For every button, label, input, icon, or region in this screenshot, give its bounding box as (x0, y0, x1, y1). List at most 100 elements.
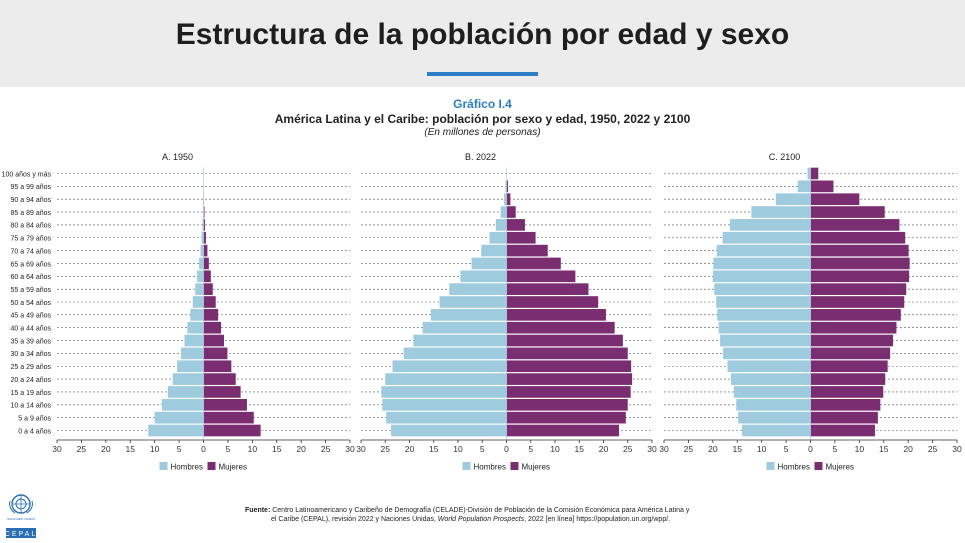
legend-label-mujeres: Mujeres (522, 463, 550, 472)
category-label: 95 a 99 años (11, 184, 52, 191)
x-tick-label: 20 (101, 444, 111, 454)
bar-mujeres (204, 258, 209, 270)
bar-hombres (382, 399, 506, 411)
x-tick-label: 5 (177, 444, 182, 454)
bar-hombres (449, 283, 506, 295)
source-text-1: Centro Latinoamericano y Caribeño de Dem… (272, 507, 689, 514)
category-label: 70 a 74 años (11, 248, 52, 255)
bar-hombres (155, 412, 204, 424)
x-tick-label: 30 (356, 444, 366, 454)
bar-hombres (717, 245, 811, 257)
bar-hombres (501, 206, 507, 218)
bar-hombres (413, 335, 506, 347)
x-tick-label: 30 (952, 444, 962, 454)
source-note: Fuente: Centro Latinoamericano y Caribeñ… (245, 506, 805, 524)
bar-mujeres (811, 193, 860, 205)
bar-hombres (730, 219, 811, 231)
x-tick-label: 10 (550, 444, 560, 454)
bar-mujeres (507, 245, 548, 257)
x-tick-label: 5 (528, 444, 533, 454)
bar-mujeres (811, 270, 910, 282)
bar-hombres (481, 245, 506, 257)
bar-mujeres (507, 360, 632, 372)
category-label: 50 a 54 años (11, 300, 52, 307)
bar-mujeres (507, 412, 626, 424)
bar-hombres (716, 296, 810, 308)
bar-hombres (404, 348, 507, 360)
legend-swatch-hombres (160, 462, 168, 470)
bar-hombres (184, 335, 203, 347)
bar-hombres (720, 335, 810, 347)
x-tick-label: 20 (599, 444, 609, 454)
category-label: 60 a 64 años (11, 274, 52, 281)
x-tick-label: 25 (321, 444, 331, 454)
bar-hombres (162, 399, 204, 411)
legend-label-hombres: Hombres (474, 463, 506, 472)
un-cepal-logo: NACIONES UNIDAS CEPAL (4, 492, 38, 538)
bar-mujeres (811, 206, 885, 218)
x-tick-label: 30 (647, 444, 657, 454)
bar-mujeres (811, 232, 906, 244)
bar-mujeres (204, 399, 247, 411)
bar-mujeres (811, 412, 878, 424)
bar-mujeres (507, 270, 576, 282)
bar-hombres (201, 245, 204, 257)
figure-label: Gráfico I.4 (0, 97, 965, 111)
category-label: 80 a 84 años (11, 223, 52, 230)
bar-hombres (719, 322, 811, 334)
bar-mujeres (204, 373, 236, 385)
bar-mujeres (507, 399, 628, 411)
bar-mujeres (507, 296, 599, 308)
bar-mujeres (811, 245, 909, 257)
category-label: 85 a 89 años (11, 210, 52, 217)
x-tick-label: 10 (855, 444, 865, 454)
category-label: 75 a 79 años (11, 236, 52, 243)
bar-mujeres (507, 309, 606, 321)
bar-mujeres (811, 283, 907, 295)
bar-mujeres (204, 386, 241, 398)
x-tick-label: 10 (757, 444, 767, 454)
x-tick-label: 5 (833, 444, 838, 454)
bar-hombres (423, 322, 507, 334)
bar-mujeres (507, 425, 620, 437)
bar-mujeres (507, 193, 511, 205)
category-label: 5 a 9 años (18, 415, 51, 422)
x-tick-label: 15 (879, 444, 889, 454)
bar-mujeres (811, 425, 875, 437)
bar-mujeres (507, 206, 516, 218)
bar-mujeres (204, 296, 216, 308)
bar-hombres (798, 181, 811, 193)
bar-hombres (723, 232, 811, 244)
source-text-2b: , 2022 [en línea] https://population.un.… (524, 516, 670, 523)
category-label: 35 a 39 años (11, 338, 52, 345)
x-tick-label: 25 (623, 444, 633, 454)
bar-hombres (713, 258, 810, 270)
x-tick-label: 30 (659, 444, 669, 454)
bar-hombres (177, 360, 203, 372)
x-tick-label: 0 (808, 444, 813, 454)
category-label: 45 a 49 años (11, 313, 52, 320)
x-tick-label: 10 (453, 444, 463, 454)
chart-title: B. 2022 (465, 152, 496, 162)
bar-hombres (717, 309, 810, 321)
bar-hombres (742, 425, 810, 437)
bar-mujeres (204, 348, 228, 360)
x-tick-label: 5 (480, 444, 485, 454)
legend-swatch-hombres (767, 462, 775, 470)
category-label: 10 a 14 años (11, 403, 52, 410)
legend-swatch-mujeres (511, 462, 519, 470)
bar-hombres (734, 386, 811, 398)
bar-hombres (199, 258, 203, 270)
bar-mujeres (204, 360, 232, 372)
bar-hombres (391, 425, 506, 437)
legend-label-hombres: Hombres (778, 463, 810, 472)
x-tick-label: 10 (150, 444, 160, 454)
x-tick-label: 5 (226, 444, 231, 454)
bar-mujeres (204, 322, 222, 334)
bar-hombres (393, 360, 507, 372)
x-tick-label: 20 (296, 444, 306, 454)
bar-hombres (460, 270, 506, 282)
bar-hombres (187, 322, 203, 334)
bar-hombres (440, 296, 507, 308)
legend-swatch-hombres (463, 462, 471, 470)
